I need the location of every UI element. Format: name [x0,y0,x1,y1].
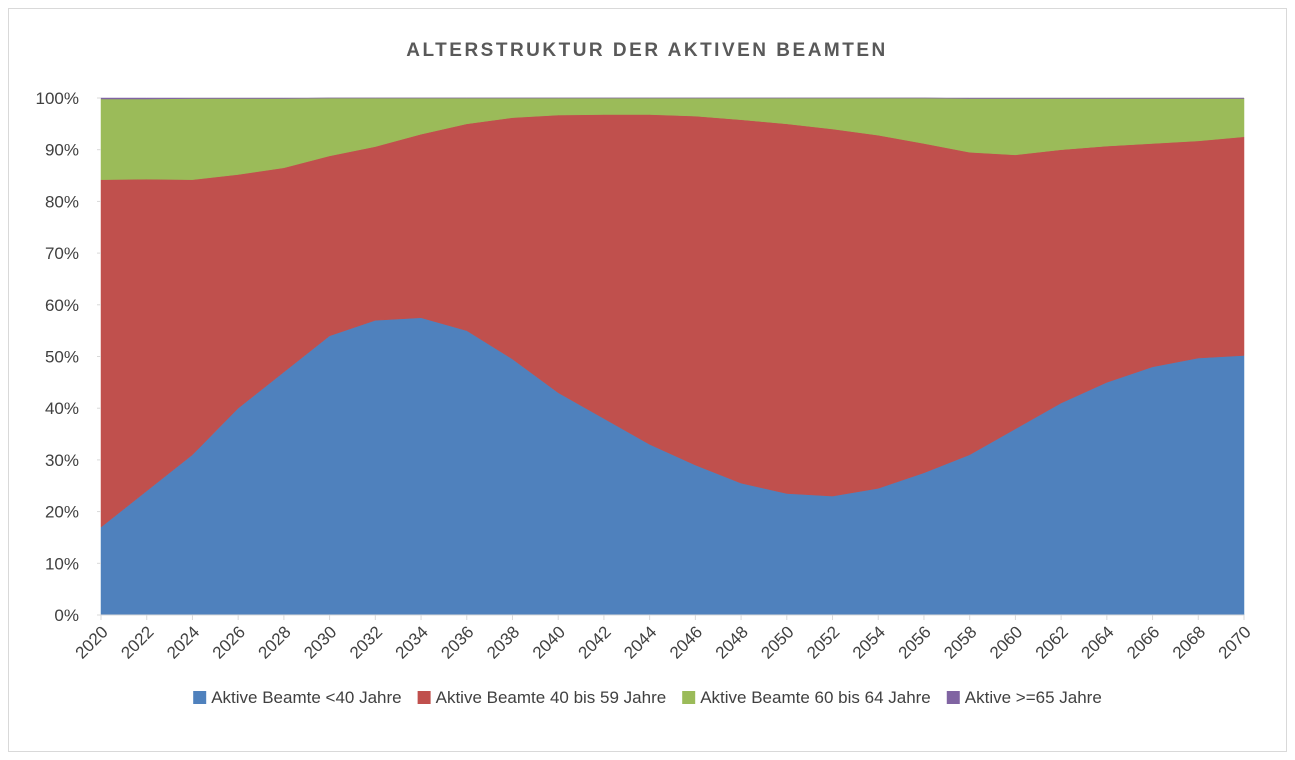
y-tick-label: 30% [45,451,79,470]
area [100,97,1245,100]
legend-swatch [682,691,696,704]
y-tick-label: 40% [45,399,79,418]
y-tick-label: 90% [45,141,79,160]
y-tick-label: 80% [45,192,79,211]
legend-label: Aktive >=65 Jahre [965,688,1102,707]
y-tick-label: 70% [45,244,79,263]
y-tick-label: 60% [45,296,79,315]
legend-label: Aktive Beamte <40 Jahre [211,688,401,707]
y-tick-label: 0% [54,606,79,625]
y-tick-label: 20% [45,503,79,522]
y-tick-label: 10% [45,554,79,573]
legend: Aktive Beamte <40 Jahre Aktive Beamte 40 … [193,688,1102,707]
legend-swatch [417,691,431,704]
y-tick-label: 100% [36,89,79,108]
y-tick-label: 50% [45,348,79,367]
legend-label: Aktive Beamte 60 bis 64 Jahre [700,688,931,707]
legend-label: Aktive Beamte 40 bis 59 Jahre [436,688,667,707]
legend-swatch [193,691,207,704]
chart-title: ALTERSTRUKTUR DER AKTIVEN BEAMTEN [406,40,888,61]
legend-swatch [946,691,960,704]
